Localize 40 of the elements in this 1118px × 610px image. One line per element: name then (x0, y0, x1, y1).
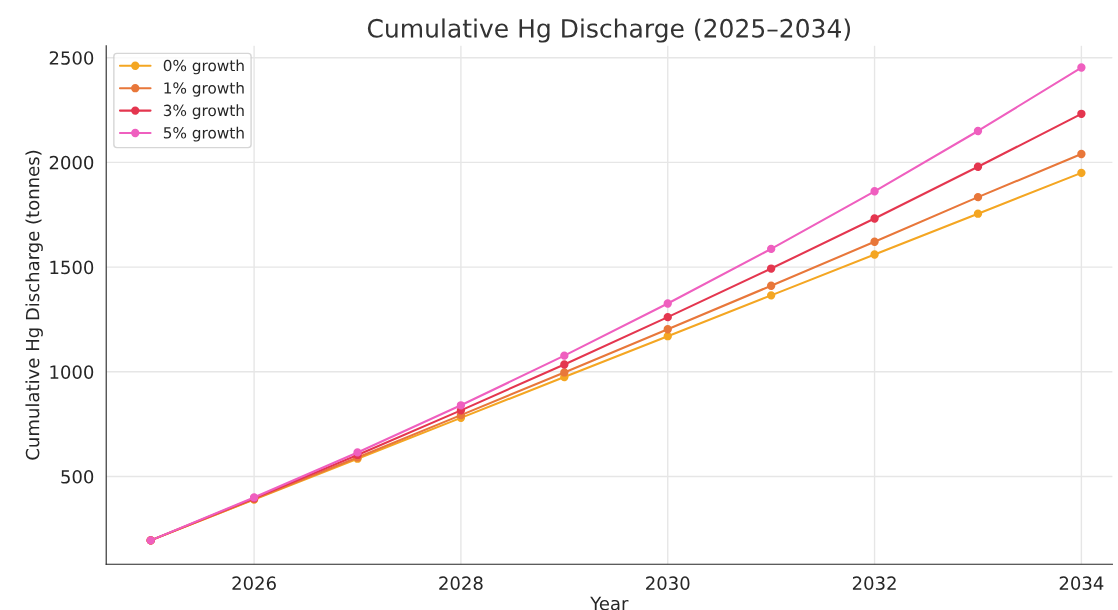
point (456, 401, 466, 410)
point (1077, 109, 1086, 118)
legend-label: 0% growth (163, 59, 244, 75)
y-tick-label: 2500 (49, 51, 94, 65)
legend-label: 1% growth (164, 81, 244, 97)
x-tick-label: 2026 (232, 576, 276, 591)
y-tick-label: 2000 (49, 155, 94, 170)
point (766, 244, 776, 254)
point (663, 325, 672, 334)
point (560, 360, 569, 369)
point (560, 351, 569, 360)
point (766, 281, 776, 290)
x-tick-label: 2030 (646, 576, 690, 591)
point (766, 264, 776, 273)
y-tick-label: 1000 (50, 365, 94, 379)
y-axis-title: Cumulative Hg Discharge (tonnes) (25, 150, 43, 460)
x-tick-label: 2032 (852, 576, 896, 591)
chart-title: Cumulative Hg Discharge (2025–2034) (367, 18, 850, 43)
point (870, 187, 879, 196)
point (973, 209, 983, 218)
point (973, 192, 983, 202)
point (870, 214, 879, 223)
point (766, 291, 776, 300)
point (1077, 168, 1086, 178)
point (1077, 63, 1086, 72)
point (663, 312, 672, 322)
point (973, 126, 983, 136)
x-axis-title: Year (590, 596, 629, 610)
legend-label: 5% growth (163, 126, 244, 142)
legend-label: 3% growth (163, 104, 244, 120)
point (870, 250, 879, 259)
point (973, 162, 983, 171)
x-tick-label: 2028 (439, 576, 483, 591)
y-tick-label: 1500 (50, 260, 94, 275)
x-tick-label: 2034 (1059, 576, 1104, 591)
point (1077, 149, 1086, 159)
point (870, 237, 879, 246)
point (663, 299, 672, 308)
point (560, 368, 569, 377)
y-tick-label: 500 (61, 469, 94, 484)
